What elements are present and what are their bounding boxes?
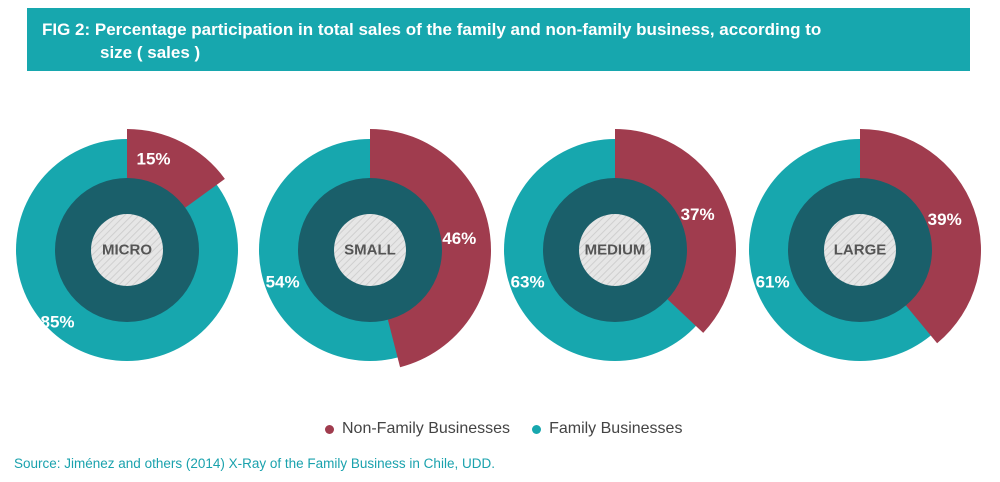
center-disc-medium <box>579 214 651 286</box>
center-label-large: LARGE <box>834 242 887 259</box>
non-family-value-small: 46% <box>442 229 476 248</box>
title-line-2: size ( sales ) <box>100 43 201 62</box>
center-disc-small <box>334 214 406 286</box>
non-family-value-medium: 37% <box>681 205 715 224</box>
legend-swatch-family <box>532 424 542 434</box>
center-label-small: SMALL <box>344 242 396 259</box>
title-banner: FIG 2: Percentage participation in total… <box>27 8 970 71</box>
family-value-small: 54% <box>266 272 300 291</box>
legend-swatch-non-family <box>325 424 334 434</box>
center-disc-large <box>824 214 896 286</box>
family-value-micro: 85% <box>41 312 75 331</box>
non-family-value-large: 39% <box>928 210 962 229</box>
legend-item-non-family: Non-Family Businesses <box>325 420 510 438</box>
legend-label-family: Family Businesses <box>549 420 683 437</box>
center-label-micro: MICRO <box>102 242 152 259</box>
legend-item-family: Family Businesses <box>532 420 682 438</box>
center-disc-micro <box>91 214 163 286</box>
source-note: Source: Jiménez and others (2014) X-Ray … <box>14 456 495 471</box>
legend-label-non-family: Non-Family Businesses <box>342 420 511 437</box>
legend: Non-Family Businesses Family Businesses <box>325 418 704 440</box>
title-line-1: FIG 2: Percentage participation in total… <box>42 20 822 39</box>
family-value-large: 61% <box>756 272 790 291</box>
non-family-value-micro: 15% <box>136 149 170 168</box>
center-label-medium: MEDIUM <box>585 242 646 259</box>
family-value-medium: 63% <box>511 272 545 291</box>
